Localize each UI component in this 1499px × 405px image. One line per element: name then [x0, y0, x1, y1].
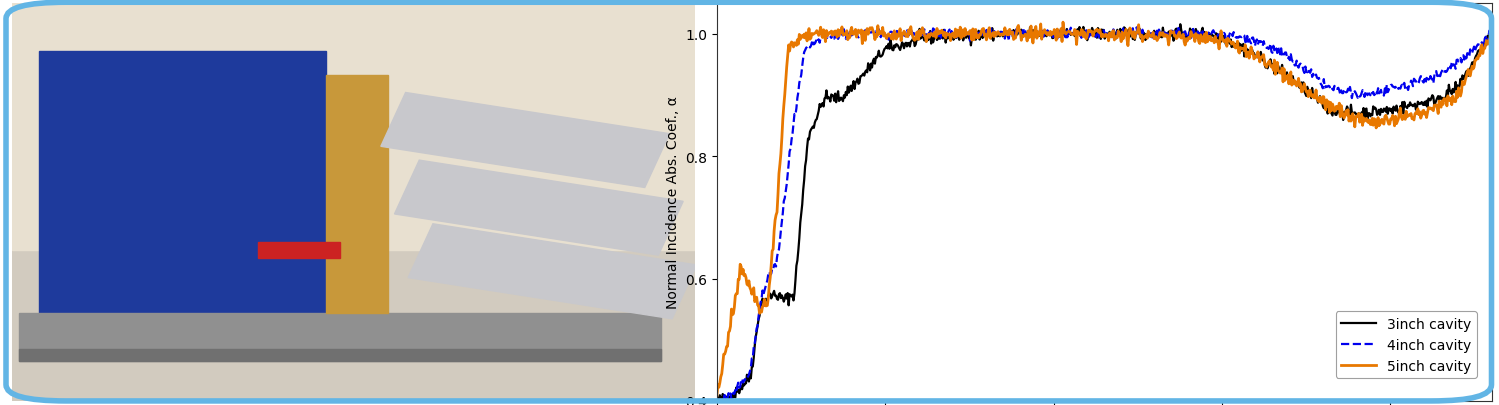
3inch cavity [757, 296, 775, 301]
3inch cavity [708, 397, 726, 402]
Line: 5inch cavity: 5inch cavity [717, 23, 1492, 396]
Bar [39, 52, 327, 330]
4inch cavity [757, 286, 775, 290]
3inch cavity [1378, 110, 1396, 115]
5inch cavity [1483, 32, 1499, 37]
Y-axis label: Normal Incidence Abs. Coef., α: Normal Incidence Abs. Coef., α [666, 96, 679, 309]
4inch cavity [1297, 70, 1315, 75]
Line: 3inch cavity: 3inch cavity [717, 25, 1492, 402]
4inch cavity [1204, 30, 1222, 35]
Bar [381, 93, 670, 188]
5inch cavity [1054, 21, 1072, 26]
Bar [12, 250, 696, 401]
Bar [19, 313, 661, 361]
Bar [19, 350, 661, 361]
3inch cavity [1171, 23, 1189, 28]
4inch cavity [1180, 31, 1198, 36]
5inch cavity [1180, 37, 1198, 42]
5inch cavity [1159, 36, 1177, 41]
3inch cavity [1159, 33, 1177, 38]
4inch cavity [1378, 91, 1396, 96]
3inch cavity [1180, 36, 1198, 41]
5inch cavity [1376, 115, 1394, 119]
3inch cavity [721, 400, 739, 405]
5inch cavity [1202, 39, 1220, 44]
Line: 4inch cavity: 4inch cavity [717, 28, 1492, 402]
4inch cavity [1483, 34, 1499, 39]
3inch cavity [1483, 32, 1499, 37]
Bar [408, 224, 697, 319]
4inch cavity [1127, 26, 1145, 31]
Legend: 3inch cavity, 4inch cavity, 5inch cavity: 3inch cavity, 4inch cavity, 5inch cavity [1336, 311, 1477, 378]
4inch cavity [708, 396, 726, 401]
5inch cavity [755, 297, 773, 302]
Bar [258, 242, 340, 258]
5inch cavity [708, 393, 726, 398]
Bar [394, 161, 684, 256]
3inch cavity [1297, 94, 1315, 99]
4inch cavity [709, 399, 727, 404]
Bar [12, 4, 696, 250]
3inch cavity [1204, 34, 1222, 38]
4inch cavity [1160, 32, 1178, 37]
5inch cavity [1297, 87, 1315, 92]
Bar [327, 75, 388, 313]
